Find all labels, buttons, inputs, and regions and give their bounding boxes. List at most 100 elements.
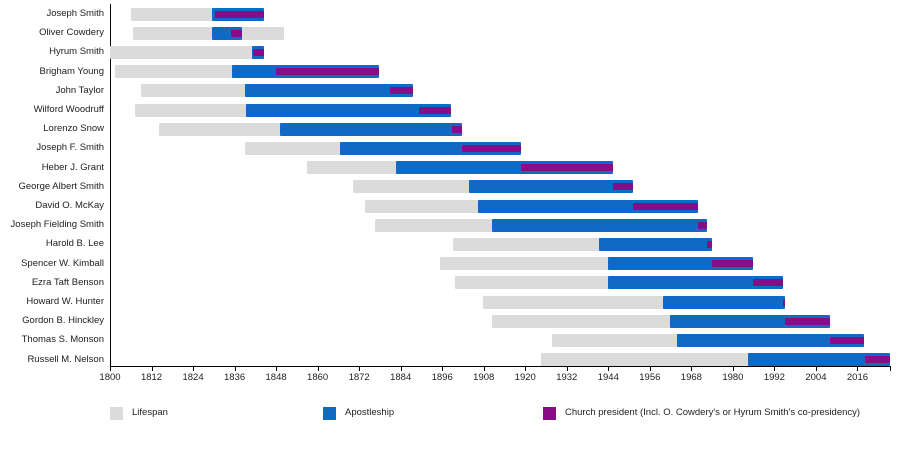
- axis-tick: [649, 366, 651, 371]
- axis-tick-label: 1884: [390, 372, 412, 383]
- lifespan-bar: [133, 26, 284, 40]
- axis-tick: [857, 366, 859, 371]
- axis-tick: [400, 366, 402, 371]
- person-label: Gordon B. Hinckley: [22, 315, 104, 327]
- legend-label-lifespan: Lifespan: [132, 407, 168, 418]
- legend-label-church-president: Church president (Incl. O. Cowdery's or …: [565, 407, 861, 418]
- axis-tick-label: 1872: [348, 372, 370, 383]
- axis-tick: [566, 366, 568, 371]
- apostleship-swatch-icon: [323, 406, 336, 420]
- axis-tick-label: 1908: [473, 372, 495, 383]
- presidency-bar: [633, 202, 699, 210]
- legend-item-lifespan: Lifespan: [110, 406, 168, 420]
- presidency-bar: [707, 240, 713, 248]
- legend-item-church-president: Church president (Incl. O. Cowdery's or …: [543, 406, 860, 420]
- axis-tick-label: 2016: [846, 372, 869, 383]
- x-axis-line: [110, 366, 890, 367]
- person-label: John Taylor: [55, 84, 104, 96]
- apostleship-bar: [244, 84, 413, 98]
- presidency-bar: [753, 279, 783, 287]
- person-label: Russell M. Nelson: [27, 353, 104, 365]
- axis-tick: [359, 366, 361, 371]
- person-label: Ezra Taft Benson: [31, 276, 104, 288]
- church-president-swatch-icon: [543, 406, 556, 420]
- presidency-bar: [830, 336, 865, 344]
- person-label: Wilford Woodruff: [33, 104, 104, 115]
- person-label: Joseph F. Smith: [36, 142, 104, 154]
- presidency-bar: [864, 356, 890, 364]
- person-label: Hyrum Smith: [49, 46, 104, 58]
- apostleship-bar: [469, 180, 634, 194]
- presidency-bar: [451, 125, 463, 133]
- presidency-bar: [214, 10, 264, 18]
- presidency-bar: [418, 106, 452, 114]
- axis-tick: [234, 366, 236, 371]
- axis-tick: [193, 366, 195, 371]
- legend-label-apostleship: Apostleship: [345, 407, 395, 418]
- axis-tick-label: 1800: [99, 372, 121, 383]
- axis-tick: [732, 366, 734, 371]
- presidency-bar: [276, 68, 379, 76]
- axis-tick-label: 1980: [722, 372, 744, 383]
- presidency-bar: [521, 164, 614, 172]
- axis-tick: [691, 366, 693, 371]
- axis-tick: [890, 366, 891, 371]
- apostleship-bar: [607, 276, 783, 290]
- person-label: Joseph Smith: [46, 8, 104, 19]
- axis-tick: [317, 366, 319, 371]
- presidency-bar: [462, 144, 522, 152]
- apostleship-bar: [491, 218, 707, 232]
- person-label: Joseph Fielding Smith: [10, 219, 104, 231]
- axis-tick: [276, 366, 278, 371]
- person-label: Brigham Young: [39, 65, 104, 77]
- person-label: Spencer W. Kimball: [21, 257, 104, 269]
- axis-tick-label: 1944: [597, 372, 619, 383]
- presidency-bar: [698, 221, 707, 229]
- axis-tick-label: 1896: [431, 372, 453, 383]
- y-axis-line: [110, 4, 111, 366]
- apostleship-bar: [246, 103, 452, 117]
- legend-item-apostleship: Apostleship: [323, 406, 394, 420]
- person-label: David O. McKay: [35, 200, 104, 211]
- axis-tick: [774, 366, 776, 371]
- person-label: Harold B. Lee: [45, 238, 104, 250]
- axis-tick: [442, 366, 444, 371]
- axis-tick-label: 1812: [140, 372, 163, 383]
- person-label: Howard W. Hunter: [26, 296, 104, 307]
- axis-tick: [483, 366, 485, 371]
- lifespan-swatch-icon: [110, 406, 123, 420]
- axis-tick-label: 1836: [224, 372, 246, 383]
- apostleship-bar: [598, 237, 713, 251]
- axis-tick-label: 1860: [307, 372, 329, 383]
- presidency-bar: [785, 317, 831, 325]
- axis-tick: [608, 366, 610, 371]
- axis-tick: [815, 366, 817, 371]
- presidency-bar: [230, 29, 243, 37]
- person-label: George Albert Smith: [18, 180, 104, 192]
- axis-tick-label: 2004: [805, 372, 827, 383]
- axis-tick-label: 1956: [639, 372, 661, 383]
- apostleship-bar: [676, 333, 865, 347]
- person-label: Heber J. Grant: [41, 161, 104, 173]
- lifespan-bar: [110, 45, 264, 59]
- axis-tick-label: 1992: [763, 372, 785, 383]
- person-label: Thomas S. Monson: [21, 334, 104, 346]
- presidency-bar: [613, 183, 634, 191]
- axis-tick-label: 1968: [680, 372, 702, 383]
- axis-tick-label: 1848: [265, 372, 287, 383]
- axis-tick-label: 1932: [556, 372, 578, 383]
- legend: Lifespan Apostleship Church president (I…: [0, 406, 900, 422]
- axis-tick: [110, 366, 111, 371]
- axis-tick-label: 1920: [514, 372, 536, 383]
- apostleship-bar: [747, 353, 890, 367]
- apostleship-bar: [662, 295, 786, 309]
- axis-tick: [151, 366, 153, 371]
- apostleship-bar: [279, 122, 463, 136]
- person-label: Lorenzo Snow: [43, 123, 104, 135]
- person-label: Oliver Cowdery: [39, 27, 104, 39]
- presidency-bar: [782, 298, 786, 306]
- presidency-bar: [389, 87, 413, 95]
- axis-tick-label: 1824: [182, 372, 204, 383]
- presidency-bar: [712, 260, 754, 268]
